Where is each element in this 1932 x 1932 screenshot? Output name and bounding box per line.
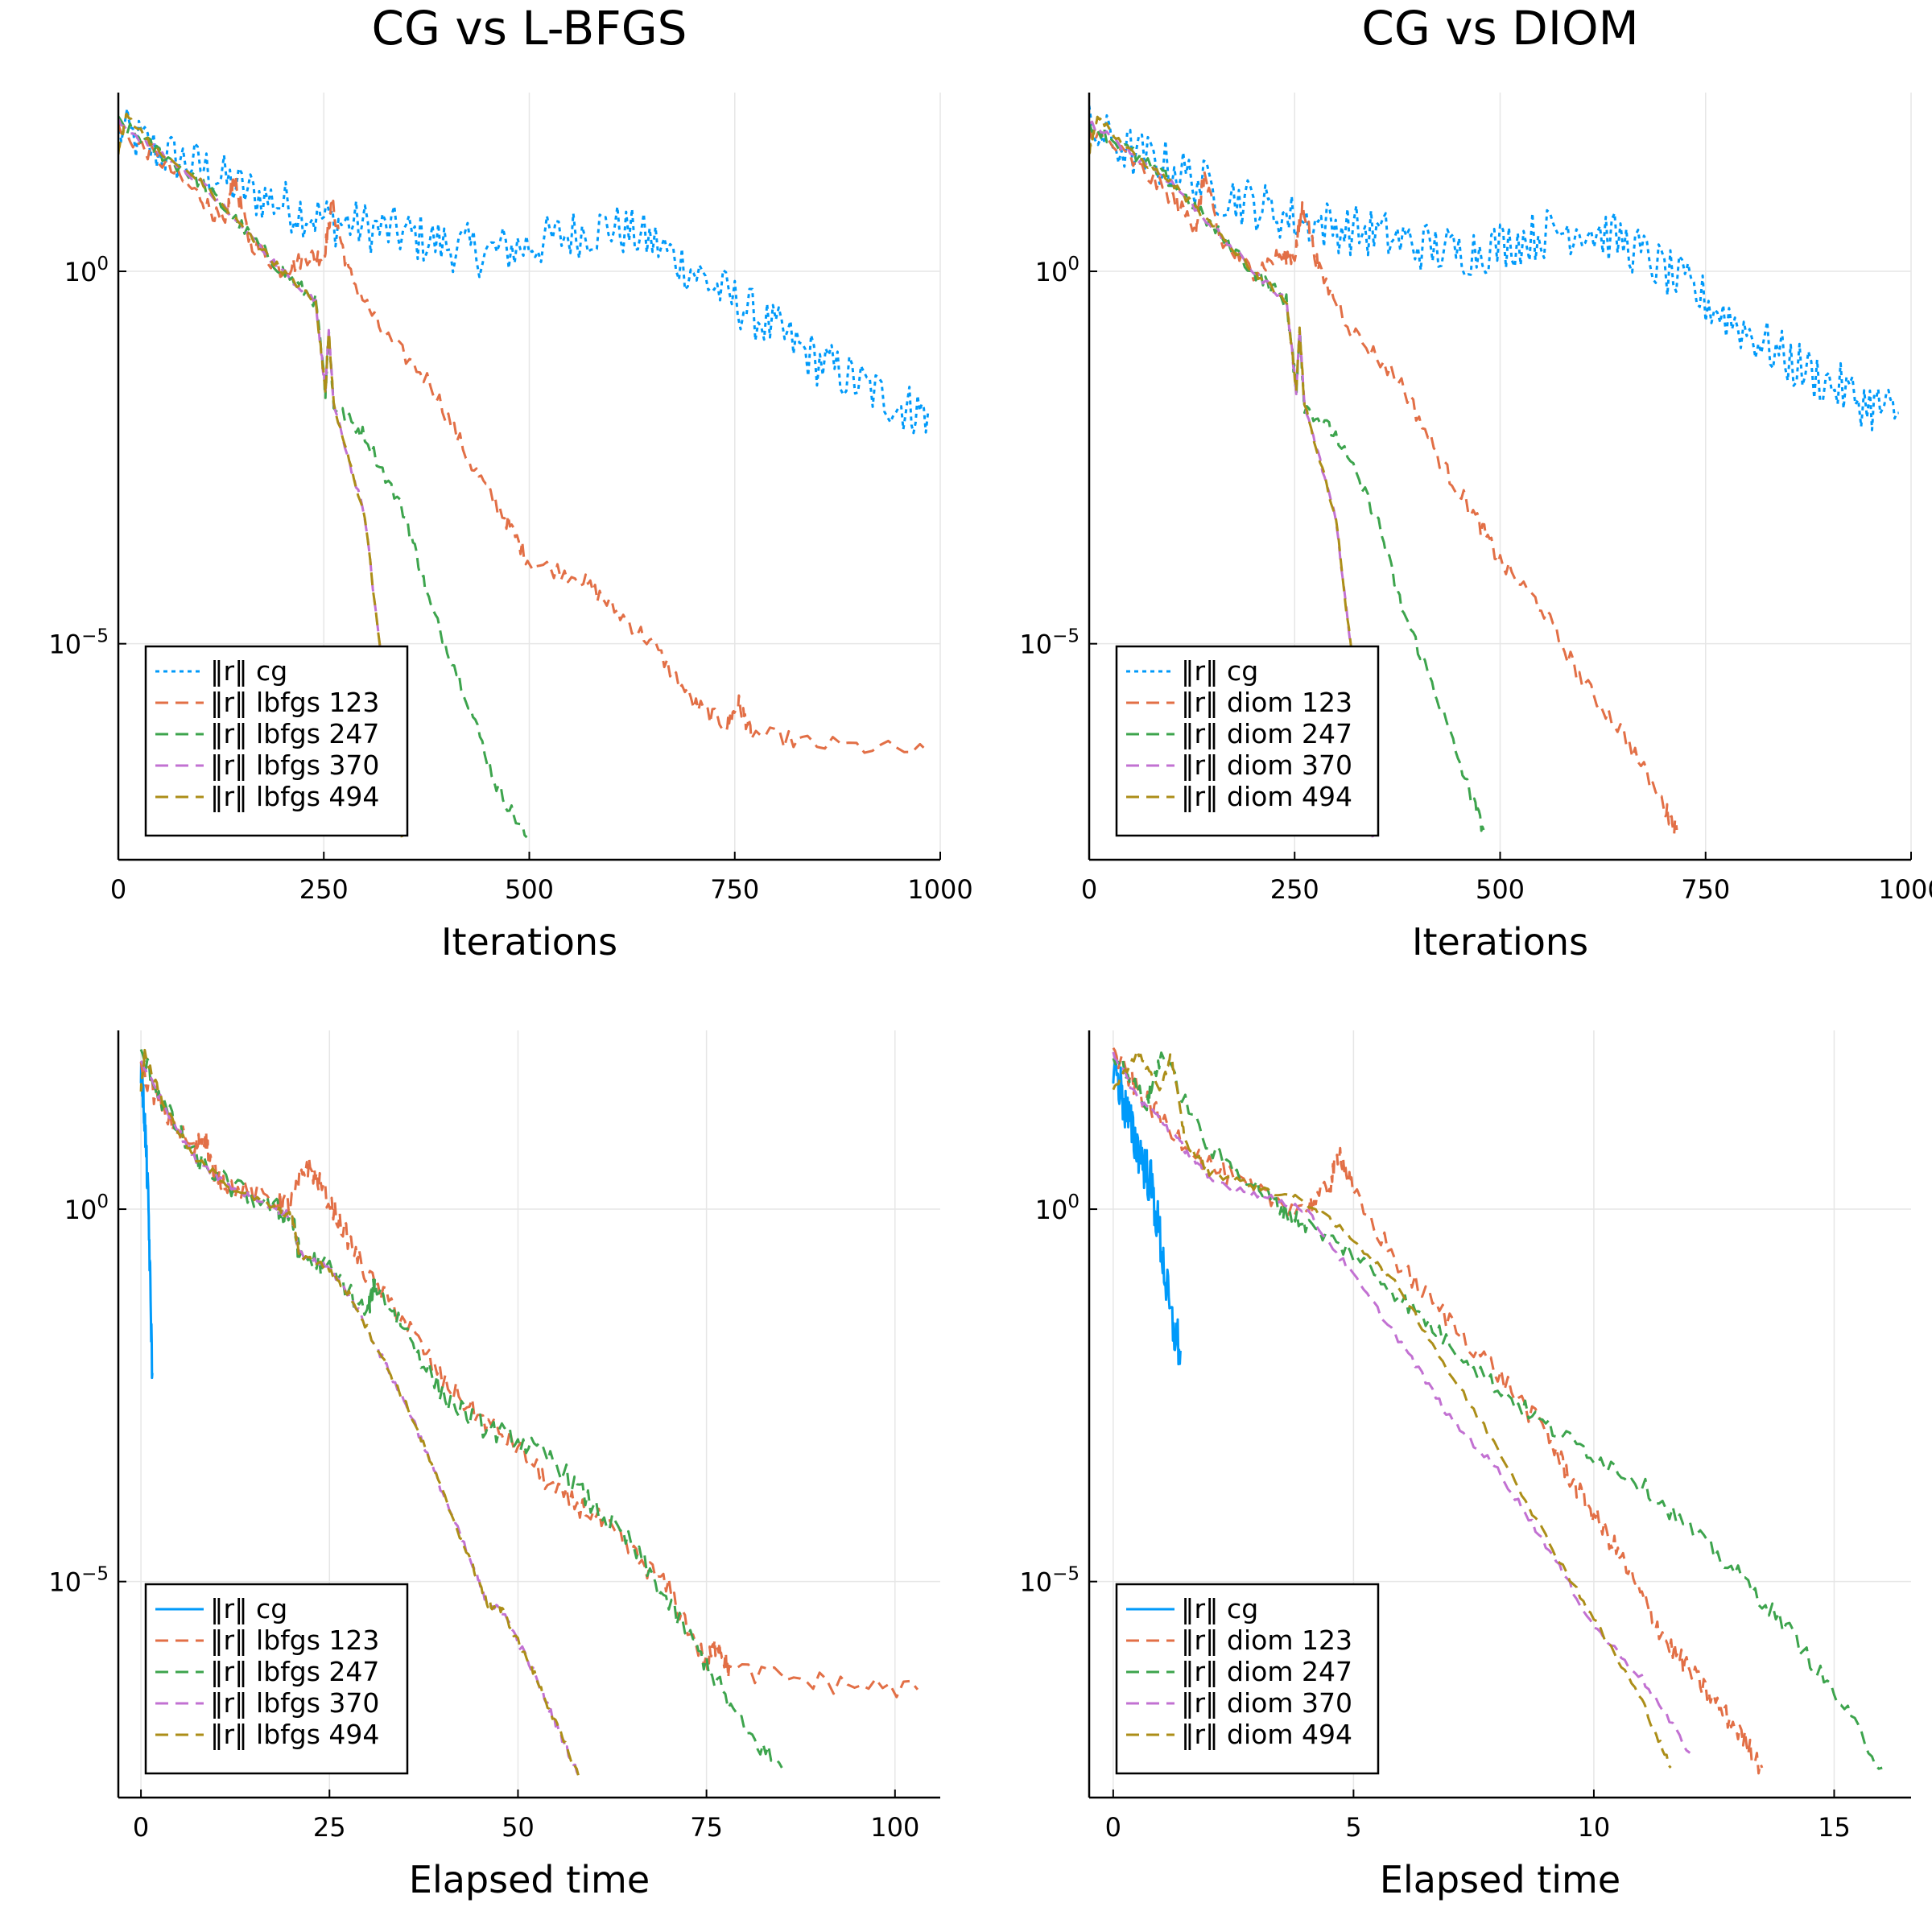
x-tick-label: 750: [710, 874, 759, 905]
y-tick-label: 100: [1035, 254, 1080, 287]
series-line-5: [139, 1048, 580, 1776]
x-tick-label: 250: [1270, 874, 1319, 905]
series-line-2: [139, 1061, 919, 1699]
x-tick-label: 0: [133, 1812, 149, 1843]
x-tick-label: 250: [299, 874, 349, 905]
series-line-5: [1112, 1049, 1672, 1769]
legend-entry: ‖r‖ diom 247: [1181, 718, 1352, 749]
legend-entry: ‖r‖ diom 123: [1181, 1624, 1352, 1656]
chart-panel-2: 0 250 500 750 1000 100 10−5 CG vs DIOM Iteration…: [1019, 1, 1932, 964]
series-line-3: [1112, 1051, 1883, 1770]
legend-entry: ‖r‖ cg: [210, 1593, 287, 1624]
x-tick-label: 5: [1345, 1812, 1361, 1843]
chart-panel-1: 0 250 500 750 1000 100 10−5 CG vs L-BFGS Iterati…: [48, 1, 972, 964]
y-tick-label: 10−5: [1019, 1564, 1080, 1598]
x-tick-label: 15: [1818, 1812, 1851, 1843]
legend-entry: ‖r‖ diom 370: [1181, 749, 1352, 781]
y-tick-label: 100: [64, 1191, 109, 1225]
x-axis-label: Iterations: [1412, 920, 1588, 964]
y-tick-label: 100: [64, 254, 109, 287]
series-line-1: [139, 1063, 154, 1380]
x-tick-label: 1000: [907, 874, 972, 905]
legend-entry: ‖r‖ cg: [210, 655, 287, 687]
series-line-4: [1112, 1051, 1691, 1754]
legend: ‖r‖ cg‖r‖ diom 123‖r‖ diom 247‖r‖ diom 3…: [1115, 1583, 1380, 1775]
series-line-1: [1089, 105, 1899, 431]
legend-entry: ‖r‖ lbfgs 123: [210, 1624, 379, 1656]
series-line-2: [1112, 1046, 1764, 1775]
legend-entry: ‖r‖ lbfgs 370: [210, 1687, 379, 1719]
legend-entry: ‖r‖ lbfgs 247: [210, 718, 379, 749]
x-tick-label: 1000: [1878, 874, 1932, 905]
legend-entry: ‖r‖ cg: [1181, 655, 1258, 687]
y-tick-label: 100: [1035, 1191, 1080, 1225]
legend-entry: ‖r‖ cg: [1181, 1593, 1258, 1624]
legend-entry: ‖r‖ lbfgs 123: [210, 687, 379, 718]
chart-title: CG vs L-BFGS: [372, 1, 687, 56]
legend-entry: ‖r‖ diom 494: [1181, 781, 1352, 812]
legend-entry: ‖r‖ diom 123: [1181, 687, 1352, 718]
x-tick-label: 500: [1476, 874, 1525, 905]
x-tick-label: 0: [1105, 1812, 1121, 1843]
legend-entry: ‖r‖ diom 370: [1181, 1687, 1352, 1719]
series-line-5: [118, 113, 403, 838]
x-tick-label: 500: [505, 874, 554, 905]
x-tick-label: 0: [110, 874, 126, 905]
legend-box: [144, 1583, 409, 1775]
legend-entry: ‖r‖ lbfgs 247: [210, 1656, 379, 1687]
legend: ‖r‖ cg‖r‖ diom 123‖r‖ diom 247‖r‖ diom 3…: [1115, 645, 1380, 837]
legend-entry: ‖r‖ lbfgs 494: [210, 1719, 379, 1750]
y-tick-label: 10−5: [48, 1564, 109, 1598]
legend-entry: ‖r‖ diom 247: [1181, 1656, 1352, 1687]
y-tick-label: 10−5: [48, 626, 109, 660]
x-axis-label: Elapsed time: [1380, 1858, 1620, 1901]
legend-box: [144, 645, 409, 837]
x-tick-label: 0: [1081, 874, 1097, 905]
legend-entry: ‖r‖ lbfgs 370: [210, 749, 379, 781]
series-line-5: [1089, 115, 1374, 838]
legend-entry: ‖r‖ lbfgs 494: [210, 781, 379, 812]
series-line-2: [1089, 126, 1678, 836]
x-tick-label: 50: [502, 1812, 535, 1843]
legend-box: [1115, 1583, 1380, 1775]
series-line-2: [118, 123, 929, 754]
series-line-3: [139, 1049, 783, 1769]
x-axis-label: Elapsed time: [409, 1858, 650, 1901]
series-line-3: [1089, 122, 1485, 832]
legend-box: [1115, 645, 1380, 837]
legend: ‖r‖ cg‖r‖ lbfgs 123‖r‖ lbfgs 247‖r‖ lbfg…: [144, 645, 409, 837]
x-tick-label: 75: [690, 1812, 723, 1843]
legend-entry: ‖r‖ diom 494: [1181, 1719, 1352, 1750]
series-line-1: [1112, 1055, 1182, 1366]
y-tick-label: 10−5: [1019, 626, 1080, 660]
chart-title: CG vs DIOM: [1361, 1, 1638, 56]
x-tick-label: 750: [1681, 874, 1730, 905]
x-tick-label: 100: [870, 1812, 919, 1843]
x-tick-label: 10: [1578, 1812, 1611, 1843]
legend: ‖r‖ cg‖r‖ lbfgs 123‖r‖ lbfgs 247‖r‖ lbfg…: [144, 1583, 409, 1775]
x-axis-label: Iterations: [441, 920, 617, 964]
x-tick-label: 25: [313, 1812, 346, 1843]
